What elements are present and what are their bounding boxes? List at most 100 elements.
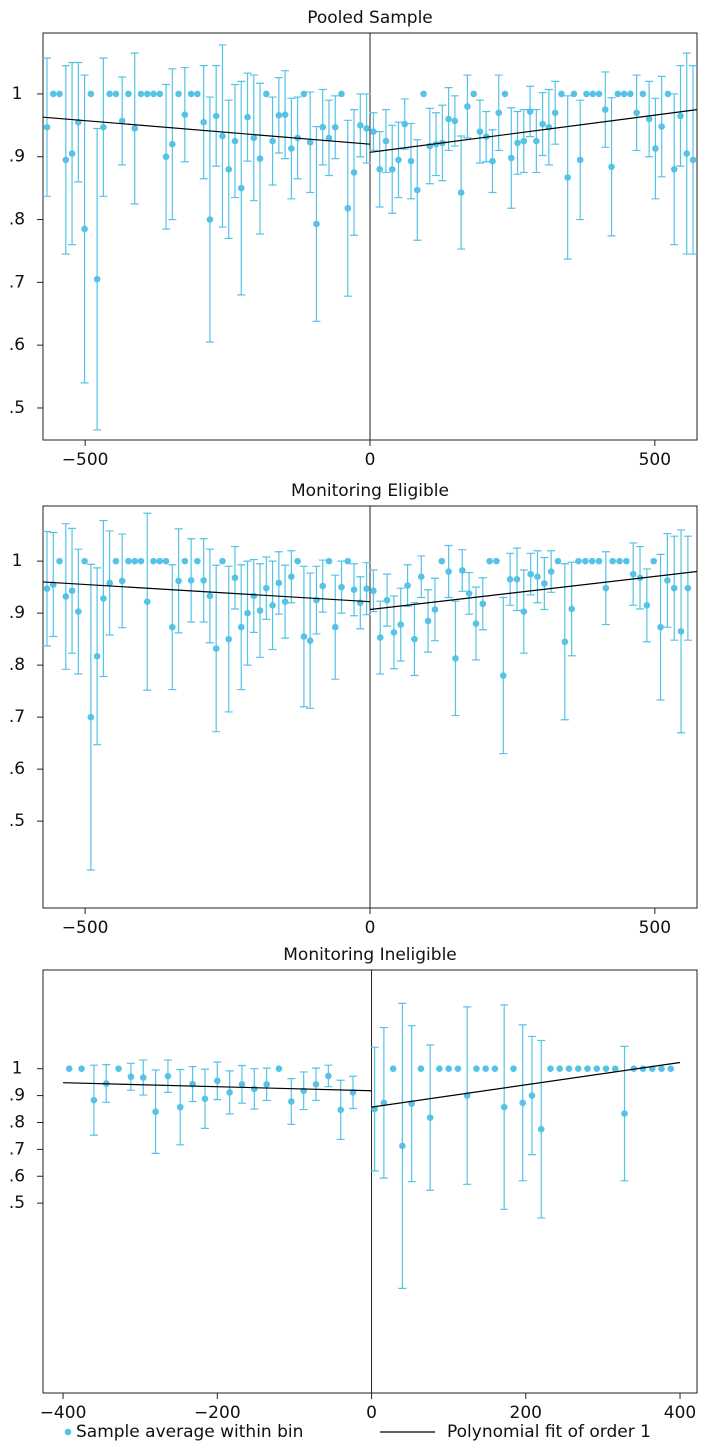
- bin-point: [78, 1065, 85, 1072]
- bin-point: [639, 90, 647, 98]
- bin-point: [574, 1065, 582, 1072]
- y-tick-label: .9: [9, 1086, 25, 1106]
- bin-point: [506, 576, 514, 583]
- bin-point: [231, 137, 239, 145]
- bin-point: [331, 123, 339, 131]
- bin-point: [100, 595, 107, 602]
- bin-point: [528, 1092, 536, 1099]
- bin-point: [212, 645, 220, 652]
- bin-point: [319, 123, 327, 131]
- x-tick-label: 0: [365, 450, 376, 470]
- y-tick-label: .5: [9, 1193, 25, 1213]
- y-tick-label: .7: [9, 707, 25, 727]
- bin-point: [225, 165, 233, 173]
- bin-point: [476, 128, 484, 135]
- bin-point: [454, 1065, 462, 1072]
- bin-point: [570, 90, 578, 98]
- bin-point: [677, 628, 685, 635]
- bin-point: [588, 557, 596, 565]
- fit-line: [371, 1061, 681, 1108]
- bin-point: [143, 90, 151, 98]
- bin-point: [306, 637, 314, 644]
- bin-point: [576, 156, 584, 164]
- bin-point: [156, 90, 164, 98]
- bin-point: [106, 579, 113, 587]
- bin-point: [115, 1065, 122, 1072]
- bin-point: [652, 145, 659, 152]
- bin-point: [325, 1072, 332, 1080]
- bin-point: [106, 90, 113, 98]
- bin-point: [417, 573, 425, 581]
- bin-point: [363, 125, 370, 132]
- bin-point: [491, 1065, 499, 1072]
- bin-point: [294, 557, 301, 565]
- bin-point: [219, 557, 226, 565]
- bin-point: [399, 1142, 406, 1150]
- bin-point: [176, 1103, 184, 1111]
- bin-point: [575, 557, 582, 565]
- bin-point: [404, 582, 411, 589]
- bin-point: [150, 90, 157, 98]
- bin-point: [541, 580, 548, 587]
- bin-point: [275, 111, 283, 119]
- bin-point: [238, 1080, 246, 1088]
- x-tick-label: 0: [366, 1403, 377, 1423]
- bin-point: [350, 169, 358, 176]
- y-tick-label: .6: [9, 1166, 25, 1186]
- bin-point: [338, 90, 345, 98]
- bin-point: [181, 557, 189, 565]
- bin-point: [627, 90, 634, 98]
- bin-point: [68, 150, 76, 157]
- bin-point: [451, 117, 459, 125]
- bin-point: [388, 165, 396, 173]
- bin-point: [162, 557, 170, 565]
- bin-point: [397, 621, 405, 628]
- bin-point: [620, 90, 628, 98]
- bin-point: [650, 557, 658, 565]
- bin-point: [495, 109, 503, 117]
- y-tick-label: .6: [9, 759, 25, 779]
- y-tick-label: .5: [9, 811, 25, 831]
- bin-point: [417, 1065, 425, 1072]
- bin-point: [445, 115, 452, 123]
- bin-point: [519, 1099, 527, 1107]
- bin-point: [501, 90, 509, 98]
- bin-point: [664, 90, 672, 98]
- bin-point: [269, 602, 276, 609]
- bin-point: [376, 634, 384, 641]
- legend-label: Polynomial fit of order 1: [447, 1422, 651, 1442]
- bin-point: [457, 189, 465, 196]
- bin-point: [507, 154, 515, 162]
- bin-point: [558, 90, 565, 98]
- bin-point: [219, 132, 226, 140]
- bin-point: [602, 584, 610, 592]
- bin-point: [49, 90, 57, 98]
- y-tick-label: .5: [9, 398, 25, 418]
- y-tick-label: .7: [9, 272, 25, 292]
- bin-point: [75, 608, 82, 615]
- bin-point: [621, 1110, 628, 1117]
- bin-point: [683, 150, 691, 157]
- bin-point: [244, 113, 251, 121]
- bin-point: [87, 90, 95, 98]
- bin-point: [175, 577, 182, 585]
- bin-point: [56, 90, 63, 98]
- bin-point: [275, 579, 283, 587]
- y-tick-label: 1: [12, 551, 23, 571]
- bin-point: [595, 90, 603, 98]
- bin-point: [472, 620, 480, 627]
- bin-point: [645, 115, 653, 123]
- bin-point: [164, 1072, 172, 1080]
- bin-point: [137, 557, 145, 565]
- bin-point: [344, 557, 352, 565]
- y-tick-label: .6: [9, 335, 25, 355]
- bin-point: [513, 576, 521, 583]
- bin-point: [458, 567, 466, 574]
- bin-point: [100, 123, 107, 131]
- bin-point: [664, 577, 671, 584]
- bin-point: [493, 557, 500, 565]
- bin-point: [125, 90, 132, 98]
- bin-point: [470, 90, 477, 98]
- bin-point: [263, 90, 270, 98]
- legend-label: Sample average within bin: [76, 1422, 303, 1442]
